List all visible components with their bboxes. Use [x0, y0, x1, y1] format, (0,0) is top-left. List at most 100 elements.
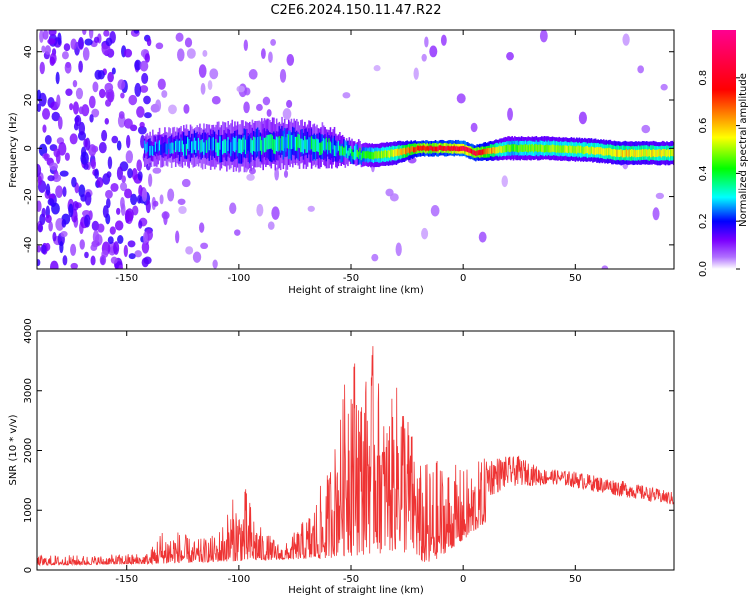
spectrogram-band-mark: [465, 146, 468, 152]
spectrogram-band-mark: [252, 136, 255, 151]
spectrogram-noise-mark: [139, 121, 145, 128]
spectrogram-noise-mark: [120, 92, 125, 99]
spectrogram-noise-mark: [114, 220, 124, 231]
spectrogram-band-mark: [166, 143, 169, 155]
spectrogram-noise-mark: [61, 219, 67, 228]
spectrogram-band-mark: [510, 144, 512, 152]
spectrogram-noise-mark: [37, 200, 42, 213]
spectrogram-band-mark: [270, 134, 273, 149]
spectrogram-band-mark: [242, 137, 244, 153]
spectrogram-band-mark: [337, 141, 340, 162]
spectrogram-noise-mark: [45, 214, 52, 223]
spectrogram-band-mark: [285, 137, 287, 152]
spectrogram-band-mark: [668, 150, 671, 158]
spectrogram-band-mark: [196, 137, 199, 150]
spectrogram-band-mark: [259, 136, 262, 151]
spectrogram-noise-mark: [37, 163, 42, 178]
spectrogram-noise-mark: [177, 198, 186, 205]
spectrogram-noise-mark: [578, 111, 587, 125]
spectrogram-band-mark: [477, 150, 480, 156]
spectrogram-band-mark: [402, 148, 404, 155]
spectrogram-noise-mark: [141, 187, 148, 202]
spectrogram-band-mark: [667, 148, 670, 157]
spectrogram-band-mark: [326, 142, 329, 155]
spectrogram-band-mark: [567, 145, 570, 154]
spectrogram-band-mark: [195, 140, 197, 153]
spectrogram-band-mark: [442, 146, 445, 151]
spectrogram-noise-mark: [41, 45, 46, 53]
spectrogram-band-mark: [590, 146, 593, 154]
spectrogram-band-mark: [515, 144, 517, 152]
spectrogram-band-mark: [647, 149, 649, 157]
spectrogram-band-mark: [492, 146, 495, 154]
spectrogram-band-mark: [664, 149, 667, 157]
spectrogram-noise-mark: [198, 222, 205, 233]
spectrogram-band-mark: [658, 149, 660, 157]
spectrogram-band-mark: [355, 143, 357, 159]
spectrogram-noise-mark: [144, 112, 152, 119]
spectrogram-noise-mark: [248, 69, 258, 80]
spectrogram-noise-mark: [373, 65, 381, 72]
spectrogram-noise-mark: [212, 259, 218, 269]
spectrogram-band-mark: [570, 146, 573, 154]
spectrogram-band-mark: [387, 149, 390, 158]
spectrogram-noise-mark: [148, 173, 153, 187]
spectrogram-noise-mark: [105, 37, 113, 47]
spectrogram-noise-mark: [178, 205, 187, 215]
colorbar-tick-label: 0.6: [698, 118, 709, 134]
spectrogram-band-mark: [649, 150, 652, 158]
spectrogram-band-mark: [614, 149, 617, 157]
spectrogram-noise-mark: [55, 150, 61, 164]
spectrogram-band-mark: [301, 138, 304, 153]
spectrogram-band-mark: [363, 150, 365, 158]
spectrogram-band-mark: [588, 147, 590, 155]
spectrogram-noise-mark: [117, 235, 124, 244]
spectrogram-band-mark: [263, 138, 266, 153]
spectrogram-noise-mark: [246, 173, 255, 181]
spectrogram-band-mark: [310, 136, 313, 150]
spectrogram-noise-mark: [120, 182, 128, 192]
spectrogram-noise-mark: [501, 175, 508, 188]
spectrogram-band-mark: [261, 140, 263, 155]
spectrogram-band-mark: [401, 148, 403, 156]
spectrogram-band-mark: [592, 146, 594, 155]
spectrogram-band-mark: [551, 144, 554, 152]
spectrogram-band-mark: [150, 145, 153, 155]
spectrogram-noise-mark: [139, 60, 149, 72]
spectrogram-noise-mark: [168, 104, 177, 115]
spectrogram-band-mark: [648, 148, 651, 157]
spectrogram-band-mark: [180, 137, 182, 149]
spectrogram-noise-mark: [64, 61, 72, 74]
spectrogram-band-mark: [189, 140, 192, 152]
spectrogram-noise-mark: [274, 167, 280, 181]
spectrogram-band-mark: [228, 139, 231, 154]
spectrogram-band-mark: [625, 149, 628, 157]
spectrogram-noise-mark: [81, 104, 90, 117]
spectrogram-noise-mark: [107, 236, 114, 244]
spectrogram-band-mark: [624, 150, 627, 158]
spectrogram-band-mark: [251, 140, 254, 155]
spectrogram-band-mark: [386, 151, 388, 159]
spectrogram-band-mark: [540, 144, 543, 152]
spectrogram-noise-mark: [167, 188, 175, 202]
spectrogram-band-mark: [468, 147, 470, 153]
spectrogram-noise-mark: [42, 30, 49, 40]
spectrogram-band-mark: [461, 146, 464, 151]
chart-title: C2E6.2024.150.11.47.R22: [270, 3, 441, 18]
spectrogram-noise-mark: [181, 178, 191, 188]
spectrogram-band-mark: [379, 151, 382, 159]
spectrogram-band-mark: [184, 143, 186, 156]
spectrogram-noise-mark: [143, 95, 151, 105]
spectrogram-band-mark: [344, 146, 347, 155]
spectrogram-band-mark: [147, 144, 150, 155]
snr-y-ticks: 0 1000 2000 3000 4000: [23, 318, 674, 573]
spectrogram-noise-mark: [118, 264, 124, 269]
y-tick-label: 20: [23, 94, 34, 107]
y-tick-label: 3000: [23, 378, 34, 403]
spectrogram-band-mark: [243, 135, 246, 150]
spectrogram-band-mark: [211, 138, 213, 152]
spectrogram-band-mark: [372, 152, 375, 160]
spectrogram-band-mark: [480, 150, 483, 156]
spectrogram-noise-mark: [152, 167, 162, 174]
